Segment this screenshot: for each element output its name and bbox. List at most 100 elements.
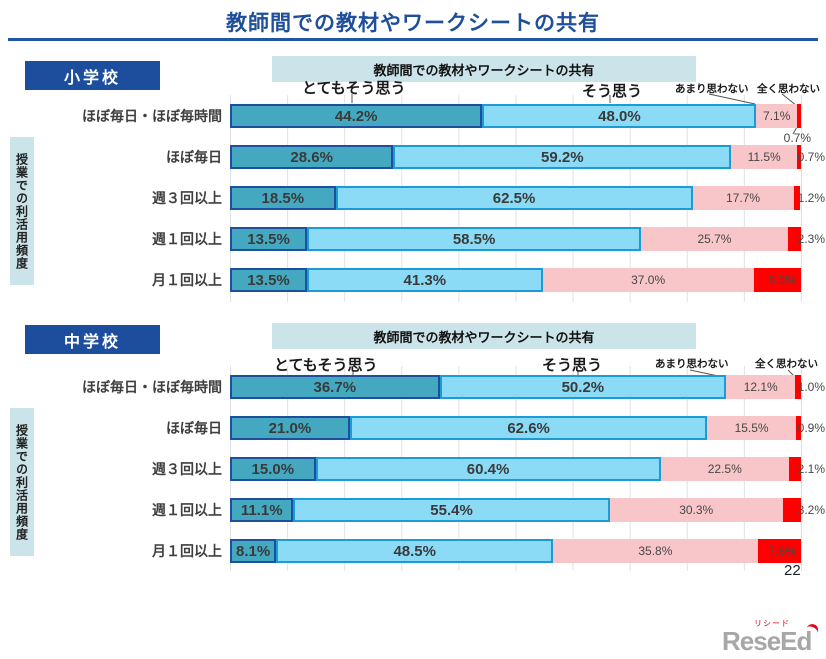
segment-agree: 48.5% bbox=[276, 539, 554, 563]
segment-value: 22.5% bbox=[707, 462, 742, 476]
segment-value: 11.5% bbox=[747, 150, 781, 164]
segment-value: 55.4% bbox=[430, 501, 473, 519]
segment-value: 37.0% bbox=[631, 273, 666, 287]
table-row: ほぼ毎日・ほぼ毎時間 36.7% 50.2% 12.1% 1.0% bbox=[0, 375, 825, 399]
segment-strongly-disagree bbox=[787, 227, 801, 251]
row-label: 週１回以上 bbox=[152, 231, 222, 247]
stacked-bar: 18.5% 62.5% 17.7% 1.2% bbox=[230, 186, 825, 210]
segment-value: 48.0% bbox=[598, 107, 641, 125]
segment-agree: 62.5% bbox=[335, 186, 693, 210]
segment-value: 44.2% bbox=[334, 107, 378, 125]
segment-strongly-disagree bbox=[753, 268, 801, 292]
segment-strongly-agree: 36.7% bbox=[230, 375, 440, 399]
segment-value: 8.1% bbox=[236, 542, 271, 560]
y-axis-label-elementary: 授業での利活用頻度 bbox=[10, 137, 34, 285]
page-title: 教師間での教材やワークシートの共有 bbox=[226, 12, 600, 35]
legend-strongly-agree: とてもそう思う bbox=[302, 80, 406, 97]
segment-agree: 62.6% bbox=[349, 416, 708, 440]
stacked-bar: 11.1% 55.4% 30.3% 3.2% bbox=[230, 498, 825, 522]
segment-agree: 50.2% bbox=[439, 375, 727, 399]
segment-value: 11.1% bbox=[240, 501, 283, 519]
segment-strongly-disagree bbox=[757, 539, 801, 563]
segment-strongly-agree: 11.1% bbox=[230, 498, 294, 522]
row-label: 月１回以上 bbox=[152, 272, 222, 288]
table-row: 週１回以上 13.5% 58.5% 25.7% 2.3% bbox=[0, 227, 825, 251]
segment-value-callout: 2.3% bbox=[797, 232, 825, 246]
segment-value-callout: 1.0% bbox=[797, 380, 825, 394]
segment-value: 7.1% bbox=[763, 109, 791, 123]
segment-value: 18.5% bbox=[261, 189, 305, 207]
segment-value: 62.5% bbox=[492, 189, 536, 207]
segment-value: 48.5% bbox=[393, 542, 436, 560]
legend-strongly-agree: とてもそう思う bbox=[274, 357, 378, 374]
segment-strongly-agree: 15.0% bbox=[230, 457, 316, 481]
segment-value: 25.7% bbox=[697, 232, 732, 246]
table-row: ほぼ毎日 21.0% 62.6% 15.5% 0.9% bbox=[0, 416, 825, 440]
segment-strongly-agree: 44.2% bbox=[230, 104, 483, 128]
segment-strongly-agree: 18.5% bbox=[230, 186, 336, 210]
title-divider bbox=[8, 38, 818, 41]
table-row: ほぼ毎日 28.6% 59.2% 11.5% 0.7% bbox=[0, 145, 825, 169]
segment-strongly-disagree bbox=[796, 145, 801, 169]
logo-ruby-text: リシード bbox=[754, 619, 790, 628]
segment-strongly-disagree bbox=[793, 186, 801, 210]
stacked-bar: 36.7% 50.2% 12.1% 1.0% bbox=[230, 375, 825, 399]
school-label-junior-high: 中学校 bbox=[25, 325, 160, 354]
legend-disagree: あまり思わない bbox=[655, 358, 729, 370]
segment-strongly-disagree bbox=[795, 416, 801, 440]
segment-disagree: 22.5% bbox=[660, 457, 789, 481]
segment-value: 41.3% bbox=[403, 271, 447, 289]
segment-agree: 60.4% bbox=[315, 457, 661, 481]
row-label: ほぼ毎日・ほぼ毎時間 bbox=[82, 108, 222, 124]
segment-value: 35.8% bbox=[638, 544, 673, 558]
segment-value: 13.5% bbox=[247, 230, 290, 248]
segment-agree: 55.4% bbox=[293, 498, 610, 522]
segment-agree: 59.2% bbox=[393, 145, 732, 169]
stacked-bar: 13.5% 58.5% 25.7% 2.3% bbox=[230, 227, 825, 251]
segment-value: 17.7% bbox=[726, 191, 761, 205]
stacked-bar: 44.2% 48.0% 7.1% 0.7% bbox=[230, 104, 811, 145]
segment-value: 59.2% bbox=[541, 148, 584, 166]
legend-strongly-disagree: 全く思わない bbox=[757, 83, 820, 95]
page-number: 22 bbox=[784, 562, 801, 579]
stacked-bar: 8.1% 48.5% 35.8% 7.6% bbox=[230, 539, 801, 563]
segment-value: 28.6% bbox=[290, 148, 333, 166]
segment-disagree: 7.1% bbox=[756, 104, 797, 128]
segment-value-callout: 0.7% bbox=[797, 150, 825, 164]
segment-value: 36.7% bbox=[313, 378, 357, 396]
segment-disagree: 35.8% bbox=[553, 539, 758, 563]
stacked-bar: 15.0% 60.4% 22.5% 2.1% bbox=[230, 457, 825, 481]
segment-disagree: 37.0% bbox=[542, 268, 754, 292]
table-row: 月１回以上 13.5% 41.3% 37.0% 8.3% bbox=[0, 268, 801, 292]
segment-strongly-agree: 13.5% bbox=[230, 227, 308, 251]
segment-strongly-disagree bbox=[788, 457, 801, 481]
stacked-bar: 21.0% 62.6% 15.5% 0.9% bbox=[230, 416, 825, 440]
reseed-logo: リシード ReseEd bbox=[722, 618, 821, 656]
segment-value-callout: 3.2% bbox=[797, 503, 825, 517]
segment-disagree: 11.5% bbox=[731, 145, 797, 169]
legend-agree: そう思う bbox=[542, 357, 603, 374]
segment-value: 50.2% bbox=[561, 378, 605, 396]
segment-value-callout: 0.7% bbox=[783, 131, 811, 145]
segment-strongly-disagree bbox=[782, 498, 801, 522]
segment-disagree: 15.5% bbox=[707, 416, 796, 440]
row-label: ほぼ毎日・ほぼ毎時間 bbox=[82, 379, 222, 395]
segment-disagree: 25.7% bbox=[641, 227, 788, 251]
stacked-bar: 13.5% 41.3% 37.0% 8.3% bbox=[230, 268, 801, 292]
segment-agree: 41.3% bbox=[307, 268, 543, 292]
segment-value: 60.4% bbox=[466, 460, 510, 478]
segment-value: 15.0% bbox=[251, 460, 295, 478]
segment-strongly-agree: 28.6% bbox=[230, 145, 394, 169]
table-row: 週３回以上 18.5% 62.5% 17.7% 1.2% bbox=[0, 186, 825, 210]
segment-strongly-agree: 8.1% bbox=[230, 539, 277, 563]
segment-value: 12.1% bbox=[743, 380, 778, 394]
row-label: ほぼ毎日 bbox=[166, 420, 222, 436]
segment-value-callout: 1.2% bbox=[797, 191, 825, 205]
segment-disagree: 17.7% bbox=[692, 186, 794, 210]
row-label: 週３回以上 bbox=[152, 461, 222, 477]
segment-value: 15.5% bbox=[734, 421, 769, 435]
segment-strongly-agree: 21.0% bbox=[230, 416, 350, 440]
segment-value: 30.3% bbox=[679, 503, 714, 517]
legend-disagree: あまり思わない bbox=[675, 83, 749, 95]
row-label: 週３回以上 bbox=[152, 190, 222, 206]
